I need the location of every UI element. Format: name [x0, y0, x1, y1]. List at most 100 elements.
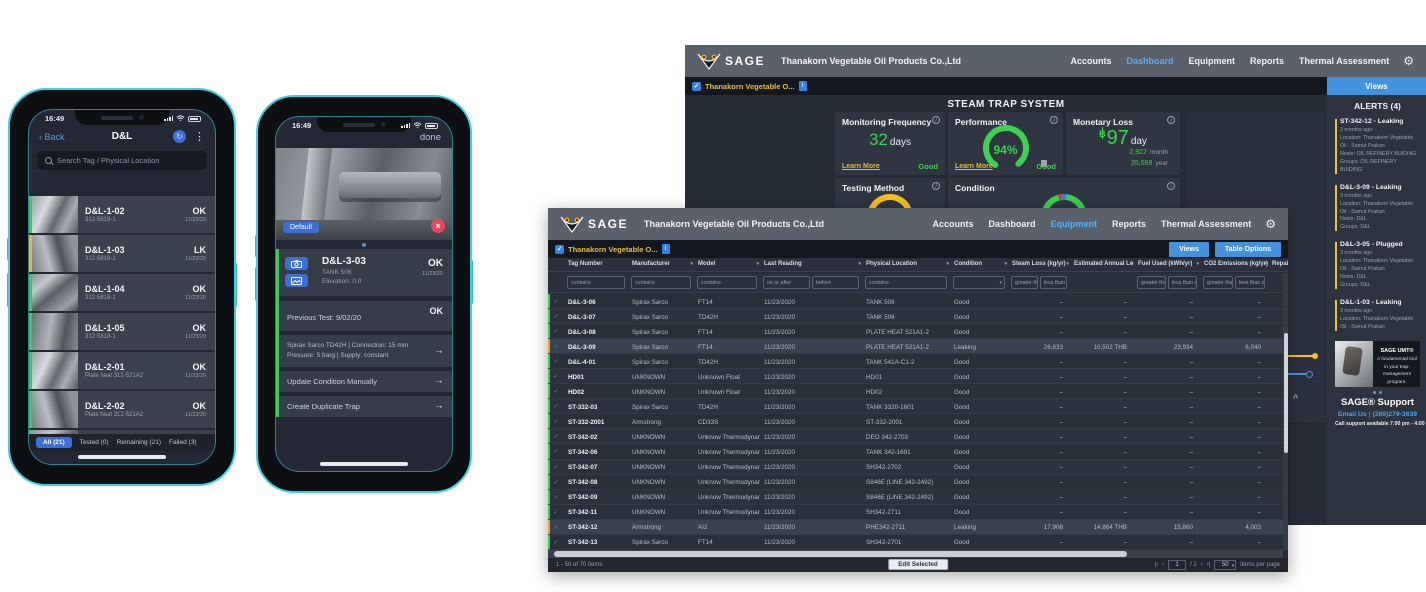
nav-item-dashboard[interactable]: Dashboard [988, 219, 1036, 229]
row-checkbox[interactable]: ✓ [553, 344, 559, 351]
info-icon[interactable]: i [1050, 116, 1058, 124]
row-checkbox[interactable]: ✓ [553, 449, 559, 456]
filter-input[interactable]: before [812, 276, 859, 289]
row-checkbox[interactable]: ✓ [553, 389, 559, 396]
nav-item-equipment[interactable]: Equipment [1188, 56, 1236, 66]
sort-caret-icon[interactable]: ▾ [1004, 261, 1007, 267]
row-checkbox[interactable]: ✓ [553, 464, 559, 471]
camera-button[interactable] [285, 257, 308, 270]
table-row[interactable]: ✓ ST-342-09 UNKNOWN Unknow Thermodynamic 11/… [548, 489, 1283, 505]
nav-item-reports[interactable]: Reports [1112, 219, 1147, 229]
action-row[interactable]: Create Duplicate Trap → [276, 395, 452, 417]
filter-input[interactable]: on or after [763, 276, 810, 289]
nav-item-accounts[interactable]: Accounts [932, 219, 974, 229]
filter-tab[interactable]: Remaining (21) [116, 439, 162, 446]
column-header-model[interactable]: Model ▾ [698, 261, 759, 267]
last-page-button[interactable]: ›| [1206, 562, 1211, 568]
per-page-select[interactable]: 50 [1214, 560, 1237, 571]
row-checkbox[interactable]: ✓ [553, 539, 559, 546]
scope-checkbox[interactable]: ✓ [555, 244, 564, 254]
info-icon[interactable]: i [932, 116, 940, 124]
support-phone[interactable]: (269)279-3639 [1372, 410, 1418, 418]
table-row[interactable]: ✓ ST-332-2001 Armstrong CD33S 11/23/2020 ST-3… [548, 414, 1283, 430]
table-row[interactable]: ✓ D&L-3-07 Spirax Sarco TD42H 11/23/2020 TANK… [548, 309, 1283, 325]
row-checkbox[interactable]: ✓ [553, 314, 559, 321]
vertical-scrollbar[interactable] [1283, 273, 1288, 550]
row-checkbox[interactable]: ✓ [553, 299, 559, 305]
scope-info-icon[interactable]: i [661, 244, 670, 254]
kebab-menu-icon[interactable]: ⋮ [194, 131, 205, 143]
edit-selected-button[interactable]: Edit Selected [888, 559, 948, 570]
sort-caret-icon[interactable]: ▾ [1264, 261, 1267, 267]
table-row[interactable]: ✓ ST-342-13 Spirax Sarco FT14 11/23/2020 SH34… [548, 534, 1283, 550]
row-checkbox[interactable]: ✓ [553, 419, 559, 426]
table-row[interactable]: ✓ ST-342-02 UNKNOWN Unknow Thermodynamic 11/… [548, 429, 1283, 445]
alert-item[interactable]: ST-342-12 - Leaking 3 months ago Location:… [1335, 118, 1420, 175]
views-button[interactable]: Views [1169, 241, 1209, 257]
settings-gear-icon[interactable]: ⚙ [1265, 217, 1276, 231]
filter-input[interactable]: greater than [1203, 276, 1233, 289]
filter-tab[interactable]: Failed (3) [169, 439, 197, 446]
remove-photo-button[interactable]: × [431, 219, 445, 233]
trap-list-item[interactable]: D&L-1-02 312-5818-1 OK 11/23/20 [29, 196, 215, 233]
action-row[interactable]: Update Condition Manually → [276, 370, 452, 392]
sync-icon[interactable]: ↻ [173, 130, 186, 143]
filter-input[interactable]: contains [865, 276, 947, 289]
sort-caret-icon[interactable]: ▾ [1196, 261, 1199, 267]
condition-filter-select[interactable] [953, 276, 1005, 289]
table-row[interactable]: ✓ ST-342-12 Armstrong AI2 11/23/2020 PHE342-2… [548, 519, 1283, 535]
scope-label[interactable]: Thanakorn Vegetable O... [705, 81, 795, 91]
row-checkbox[interactable]: ✓ [553, 359, 559, 366]
row-checkbox[interactable]: ✓ [553, 434, 559, 441]
info-icon[interactable]: i [1167, 116, 1175, 124]
column-header-fuel-used-kwh-yr-[interactable]: Fuel Used (kWh/yr) ▾ [1138, 261, 1199, 267]
home-indicator[interactable] [78, 455, 166, 459]
row-checkbox[interactable]: ✓ [553, 479, 559, 486]
column-header-tag-number[interactable]: Tag Number [568, 261, 603, 267]
page-number-input[interactable]: 1 [1168, 560, 1187, 570]
column-header-manufacturer[interactable]: Manufacturer ▾ [632, 261, 693, 267]
filter-tab[interactable]: All (21) [36, 437, 72, 448]
filter-tab[interactable]: Tested (0) [79, 439, 109, 446]
trap-list-item[interactable]: D&L-1-05 312-5818-1 OK 11/23/20 [29, 313, 215, 350]
filter-input[interactable]: less than or e [1168, 276, 1197, 289]
search-input[interactable]: Search Tag / Physical Location [37, 151, 207, 170]
prev-page-button[interactable]: ‹ [1162, 562, 1165, 568]
row-checkbox[interactable]: ✓ [553, 374, 559, 381]
filter-input[interactable]: greater than [1011, 276, 1038, 289]
table-row[interactable]: ✓ HD02 UNKNOWN Unknown Float 11/23/2020 HD02 G… [548, 384, 1283, 400]
hscroll-thumb[interactable] [554, 551, 1128, 557]
trap-list-item[interactable]: D&L-1-04 312-5818-1 OK 11/23/20 [29, 274, 215, 311]
nav-item-dashboard[interactable]: Dashboard [1126, 56, 1174, 66]
sort-caret-icon[interactable]: ▾ [690, 261, 693, 267]
scope-checkbox[interactable]: ✓ [692, 81, 701, 91]
trap-list-item[interactable]: D&L-2-01 Plate heat 312-521A2 OK 11/23/20 [29, 352, 215, 389]
default-photo-chip[interactable]: Default [283, 222, 320, 233]
filter-input[interactable]: contains [631, 276, 691, 289]
scope-label[interactable]: Thanakorn Vegetable O... [568, 244, 658, 254]
column-header-condition[interactable]: Condition ▾ [954, 261, 1007, 267]
column-header-physical-location[interactable]: Physical Location ▾ [866, 261, 949, 267]
row-checkbox[interactable]: ✓ [553, 509, 559, 516]
table-row[interactable]: ✓ ST-342-06 UNKNOWN Unknow Thermodynamic 11/… [548, 444, 1283, 460]
horizontal-scrollbar[interactable] [548, 550, 1283, 558]
nav-item-equipment[interactable]: Equipment [1050, 219, 1098, 229]
sort-caret-icon[interactable]: ▾ [1130, 261, 1133, 267]
first-page-button[interactable]: |‹ [1154, 562, 1159, 568]
sort-caret-icon[interactable]: ▾ [858, 261, 861, 267]
collapse-chevron-icon[interactable]: ^ [1293, 393, 1299, 403]
row-checkbox[interactable]: ✓ [553, 494, 559, 501]
alert-item[interactable]: D&L-3-05 - Plugged 3 months ago Location: … [1335, 241, 1420, 290]
table-row[interactable]: ✓ ST-342-08 UNKNOWN Unknow Thermodynamic 11/… [548, 474, 1283, 490]
table-row[interactable]: ✓ D&L-3-06 Spirax Sarco FT14 11/23/2020 TANK … [548, 294, 1283, 310]
row-checkbox[interactable]: ✓ [553, 524, 559, 531]
nav-item-thermal-assessment[interactable]: Thermal Assessment [1299, 56, 1390, 66]
nav-item-reports[interactable]: Reports [1250, 56, 1285, 66]
table-row[interactable]: ✓ D&L-4-01 Spirax Sarco TD42H 11/23/2020 TANK… [548, 354, 1283, 370]
table-row[interactable]: ✓ D&L-3-08 Spirax Sarco FT14 11/23/2020 PLATE… [548, 324, 1283, 340]
sort-caret-icon[interactable]: ▾ [946, 261, 949, 267]
filter-input[interactable]: less than or e [1040, 276, 1067, 289]
trap-list-item[interactable]: D&L-2-02 Plate heat 312-521A2 OK 11/23/20 [29, 391, 215, 428]
nav-item-thermal-assessment[interactable]: Thermal Assessment [1161, 219, 1252, 229]
